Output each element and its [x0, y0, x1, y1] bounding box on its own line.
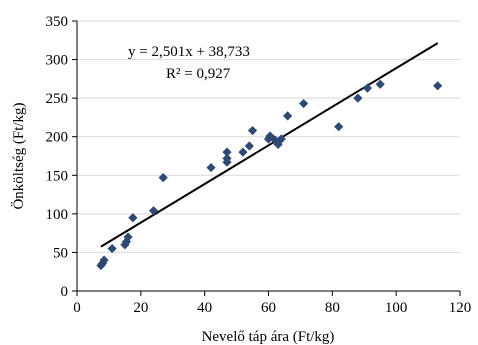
- data-point: [362, 83, 373, 93]
- x-tick-label: 40: [197, 300, 212, 316]
- x-tick-label: 80: [325, 300, 340, 316]
- data-point: [99, 255, 109, 265]
- data-point: [158, 173, 168, 183]
- y-tick-label: 100: [46, 207, 69, 223]
- data-point: [299, 98, 309, 109]
- data-point: [222, 147, 232, 157]
- x-tick-labels: 0 20 40 60 80 100 120: [73, 300, 471, 316]
- data-point: [375, 79, 385, 89]
- data-point: [247, 125, 258, 136]
- data-point: [149, 206, 159, 216]
- y-tick-label: 250: [46, 91, 69, 107]
- y-tick-label: 200: [46, 130, 69, 146]
- x-tick-label: 0: [73, 300, 81, 316]
- data-point: [353, 93, 363, 103]
- data-point: [238, 147, 248, 157]
- y-tick-label: 150: [46, 168, 69, 184]
- data-point: [107, 243, 117, 254]
- x-axis-title: Nevelő táp ára (Ft/kg): [202, 329, 335, 345]
- x-tick-label: 100: [385, 300, 408, 316]
- data-point: [270, 135, 280, 145]
- data-point: [206, 162, 216, 173]
- y-tick-label: 350: [46, 14, 69, 30]
- x-tick-label: 20: [133, 300, 148, 316]
- data-point: [244, 141, 254, 151]
- data-points: [96, 79, 443, 271]
- data-point: [283, 111, 293, 121]
- r-squared-label: R² = 0,927: [166, 66, 231, 82]
- trendline-equation: y = 2,501x + 38,733: [128, 44, 250, 60]
- gridlines: [77, 20, 460, 253]
- axis-ticks: [72, 20, 461, 296]
- x-tick-label: 120: [449, 300, 472, 316]
- y-tick-labels: 0 50 100 150 200 250 300 350: [46, 14, 69, 300]
- data-point: [276, 134, 286, 144]
- data-point: [222, 153, 232, 163]
- data-point: [433, 81, 443, 91]
- x-tick-label: 60: [261, 300, 276, 316]
- y-tick-label: 50: [53, 245, 68, 261]
- trendline: [100, 42, 439, 248]
- data-point: [128, 213, 138, 223]
- y-tick-label: 0: [61, 284, 69, 300]
- data-point: [334, 122, 344, 132]
- data-point: [123, 232, 133, 242]
- y-axis-title: Önköltség (Ft/kg): [10, 102, 27, 209]
- y-tick-label: 300: [46, 53, 69, 69]
